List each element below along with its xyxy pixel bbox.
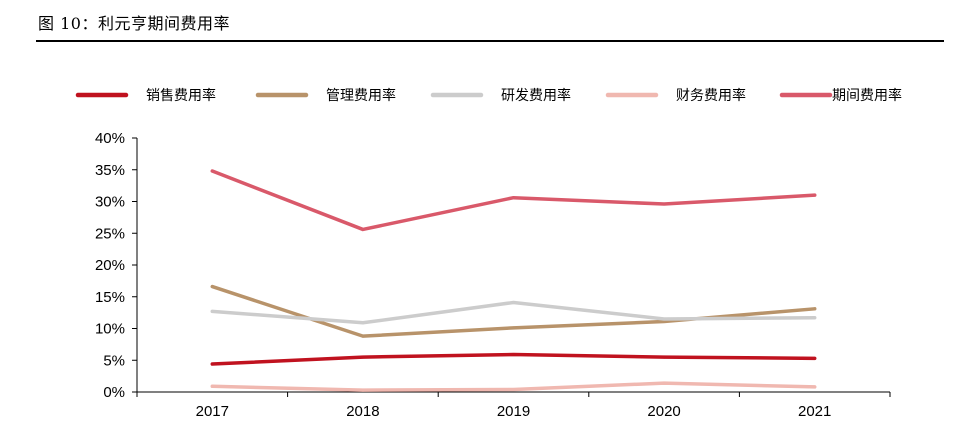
data-point [512,326,515,330]
legend-label: 销售费用率 [146,87,216,104]
data-point [662,381,666,385]
y-tick-label: 20% [95,257,125,274]
x-tick-label: 2020 [647,403,680,420]
y-tick-label: 35% [95,162,125,179]
legend-label: 期间费用率 [832,87,902,104]
y-tick-label: 0% [103,384,125,401]
data-point [662,202,666,206]
title-rule [36,40,944,42]
y-tick-label: 5% [103,352,125,369]
data-point [361,227,365,231]
data-point [512,196,515,200]
legend-label: 财务费用率 [676,87,746,104]
y-tick-label: 15% [95,289,125,306]
data-point [512,300,515,304]
x-tick-label: 2019 [497,403,530,420]
axes: 0% 5% 10% 15% 20% 25% 30% 35% 40% 2017 2018 2019 202… [95,130,891,420]
legend-label: 管理费用率 [326,87,396,104]
y-tick-label: 30% [95,194,125,211]
data-point [361,334,365,338]
x-tick-label: 2021 [798,403,831,420]
data-point [512,353,515,357]
data-point [210,169,214,173]
data-point [662,355,666,359]
y-tick-label: 40% [95,130,125,147]
data-point [662,317,666,321]
legend-label: 研发费用率 [501,87,571,104]
y-tick-label: 10% [95,321,125,338]
data-point [813,316,817,320]
series-line-2 [210,300,817,325]
x-tick-label: 2017 [196,403,229,420]
data-point [210,309,214,313]
data-point [210,362,214,366]
data-point [512,387,515,391]
series-line-4 [210,169,817,232]
series-lines [210,169,817,392]
figure-title: 图 10：利元亨期间费用率 [38,14,230,33]
legend: 销售费用率 管理费用率 研发费用率 财务费用率 期间费用率 [75,87,902,104]
data-point [813,385,817,389]
data-point [361,355,365,359]
data-point [361,388,365,392]
data-point [361,321,365,325]
data-point [210,384,214,388]
data-point [662,320,666,324]
y-tick-label: 25% [95,225,125,242]
data-point [813,193,817,197]
data-point [210,285,214,289]
data-point [813,307,817,311]
x-tick-label: 2018 [346,403,379,420]
data-point [813,356,817,360]
